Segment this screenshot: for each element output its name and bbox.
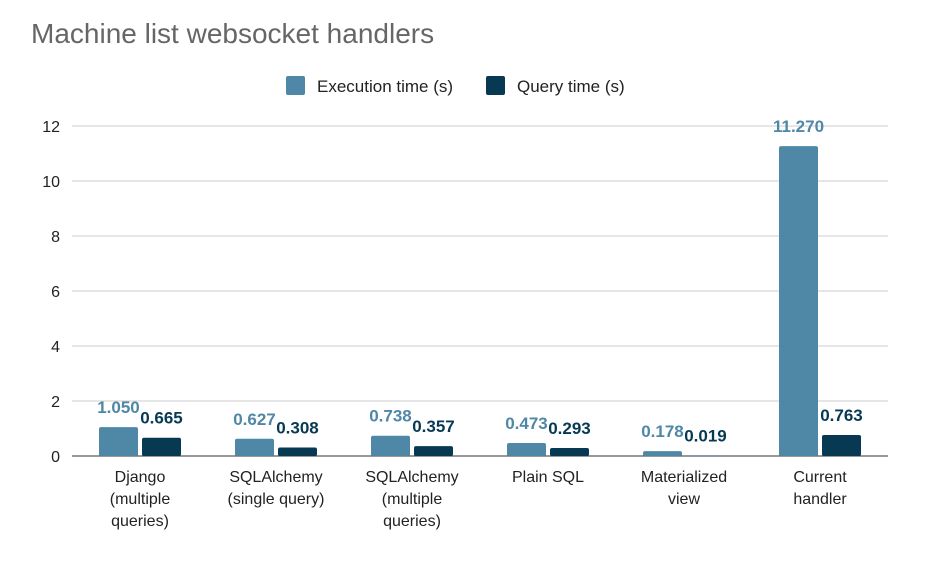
data-label: 0.178 bbox=[641, 422, 684, 441]
y-tick-label: 10 bbox=[42, 174, 60, 191]
x-tick-label-line: Materialized bbox=[641, 469, 727, 486]
x-tick-label-line: (multiple bbox=[382, 491, 443, 508]
legend: Execution time (s) Query time (s) bbox=[286, 76, 625, 96]
x-tick-label: Materialized view bbox=[641, 469, 727, 508]
data-label: 0.308 bbox=[276, 419, 319, 438]
y-tick-label: 2 bbox=[51, 394, 60, 411]
legend-label-1: Query time (s) bbox=[517, 77, 625, 96]
data-label: 0.627 bbox=[233, 410, 276, 429]
bar-query-2 bbox=[414, 446, 453, 456]
legend-swatch-1 bbox=[486, 76, 505, 95]
bar-query-3 bbox=[550, 447, 589, 456]
bar-query-1 bbox=[278, 447, 317, 456]
x-tick-label: Plain SQL bbox=[512, 469, 584, 486]
y-axis-tick-labels: 0 2 4 6 8 10 12 bbox=[42, 119, 60, 466]
data-label: 0.357 bbox=[412, 417, 455, 436]
bar-query-4 bbox=[686, 455, 725, 456]
y-tick-label: 12 bbox=[42, 119, 60, 136]
x-axis-category-labels: Django (multiple queries) SQLAlchemy (single… bbox=[110, 469, 848, 530]
legend-swatch-0 bbox=[286, 76, 305, 95]
y-tick-label: 8 bbox=[51, 229, 60, 246]
chart-title: Machine list websocket handlers bbox=[31, 18, 435, 49]
x-tick-label-line: handler bbox=[793, 491, 847, 508]
x-tick-label: Django (multiple queries) bbox=[110, 469, 171, 530]
x-tick-label-line: (multiple bbox=[110, 491, 171, 508]
data-label: 0.473 bbox=[505, 414, 548, 433]
data-label: 0.665 bbox=[140, 409, 183, 428]
data-label: 0.738 bbox=[369, 407, 412, 426]
data-label: 0.763 bbox=[820, 406, 863, 425]
x-tick-label-line: Django bbox=[115, 469, 166, 486]
x-tick-label-line: queries) bbox=[383, 513, 441, 530]
x-tick-label-line: SQLAlchemy bbox=[229, 469, 322, 486]
x-tick-label-line: view bbox=[668, 491, 700, 508]
x-tick-label-line: Plain SQL bbox=[512, 469, 584, 486]
bar-execution-4 bbox=[643, 451, 682, 456]
x-tick-label-line: SQLAlchemy bbox=[365, 469, 458, 486]
x-tick-label-line: Current bbox=[793, 469, 847, 486]
y-tick-label: 4 bbox=[51, 339, 60, 356]
bar-execution-0 bbox=[99, 427, 138, 456]
x-tick-label: SQLAlchemy (single query) bbox=[228, 469, 325, 508]
bar-query-5 bbox=[822, 435, 861, 456]
x-tick-label-line: queries) bbox=[111, 513, 169, 530]
data-label: 0.293 bbox=[548, 419, 591, 438]
x-tick-label: Current handler bbox=[793, 469, 847, 508]
bar-execution-3 bbox=[507, 442, 546, 456]
data-label: 0.019 bbox=[684, 426, 727, 445]
gridlines bbox=[72, 125, 888, 457]
bar-execution-1 bbox=[235, 438, 274, 456]
data-label: 11.270 bbox=[773, 117, 824, 136]
legend-label-0: Execution time (s) bbox=[317, 77, 453, 96]
x-tick-label: SQLAlchemy (multiple queries) bbox=[365, 469, 458, 530]
bars bbox=[99, 146, 861, 456]
y-tick-label: 6 bbox=[51, 284, 60, 301]
bar-execution-5 bbox=[779, 146, 818, 456]
data-label: 1.050 bbox=[97, 398, 140, 417]
x-tick-label-line: (single query) bbox=[228, 491, 325, 508]
y-tick-label: 0 bbox=[51, 449, 60, 466]
bar-execution-2 bbox=[371, 435, 410, 456]
bar-query-0 bbox=[142, 437, 181, 456]
